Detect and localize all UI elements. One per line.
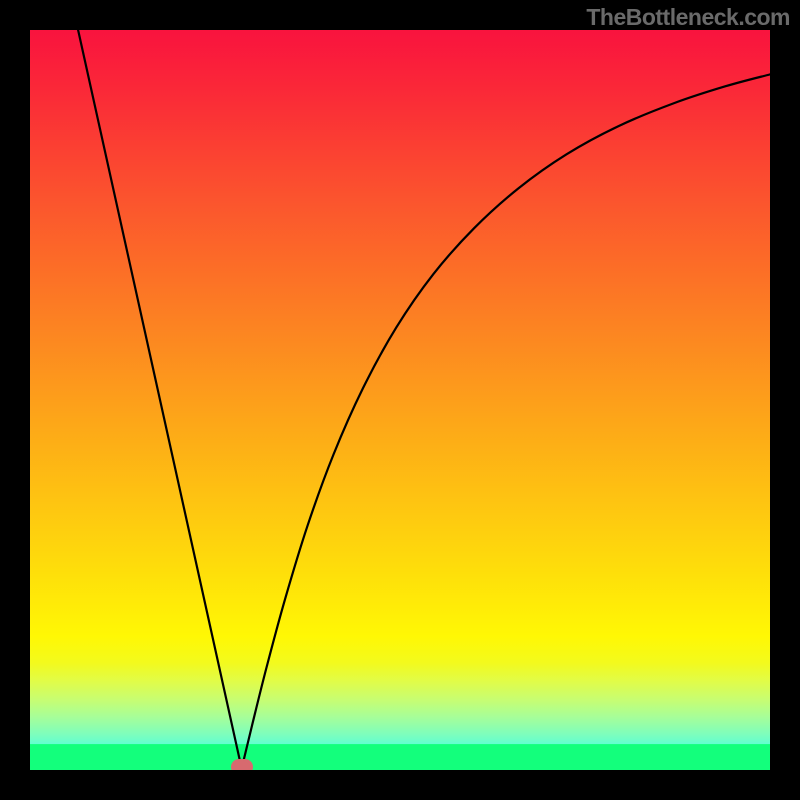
plot-area bbox=[30, 30, 770, 770]
bottleneck-curve bbox=[30, 30, 770, 770]
watermark-text: TheBottleneck.com bbox=[586, 4, 790, 31]
optimum-marker bbox=[231, 759, 253, 770]
chart-container: TheBottleneck.com bbox=[0, 0, 800, 800]
